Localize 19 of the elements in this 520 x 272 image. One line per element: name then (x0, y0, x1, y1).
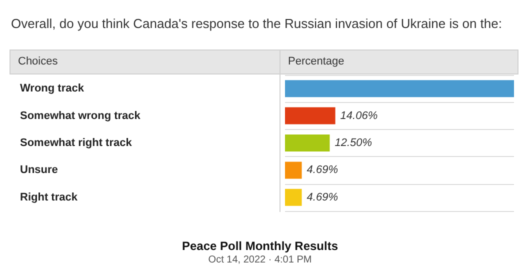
bar (285, 134, 330, 152)
y-tick-label: Unsure (20, 164, 58, 176)
chart-title: Overall, do you think Canada's response to the Russian invasion of Ukraine is on the: (11, 16, 502, 31)
y-axis-title: Choices (18, 56, 58, 68)
data-label: 14.06% (340, 110, 378, 122)
data-label: 4.69% (306, 191, 338, 204)
data-label: 12.50% (334, 137, 372, 149)
bar (285, 80, 514, 98)
text: Peace Poll Monthly Results (182, 239, 338, 253)
data-label: 4.69% (306, 164, 338, 176)
y-tick-label: Somewhat wrong track (20, 110, 142, 122)
bar (285, 107, 336, 124)
y-tick-label: Right track (20, 191, 78, 204)
y-tick-label: Wrong track (20, 82, 85, 95)
bar (285, 188, 302, 206)
bar (285, 162, 302, 179)
text: Oct 14, 2022 · 4:01 PM (208, 254, 312, 266)
x-axis-title: Percentage (288, 56, 344, 68)
y-tick-label: Somewhat right track (20, 137, 133, 149)
